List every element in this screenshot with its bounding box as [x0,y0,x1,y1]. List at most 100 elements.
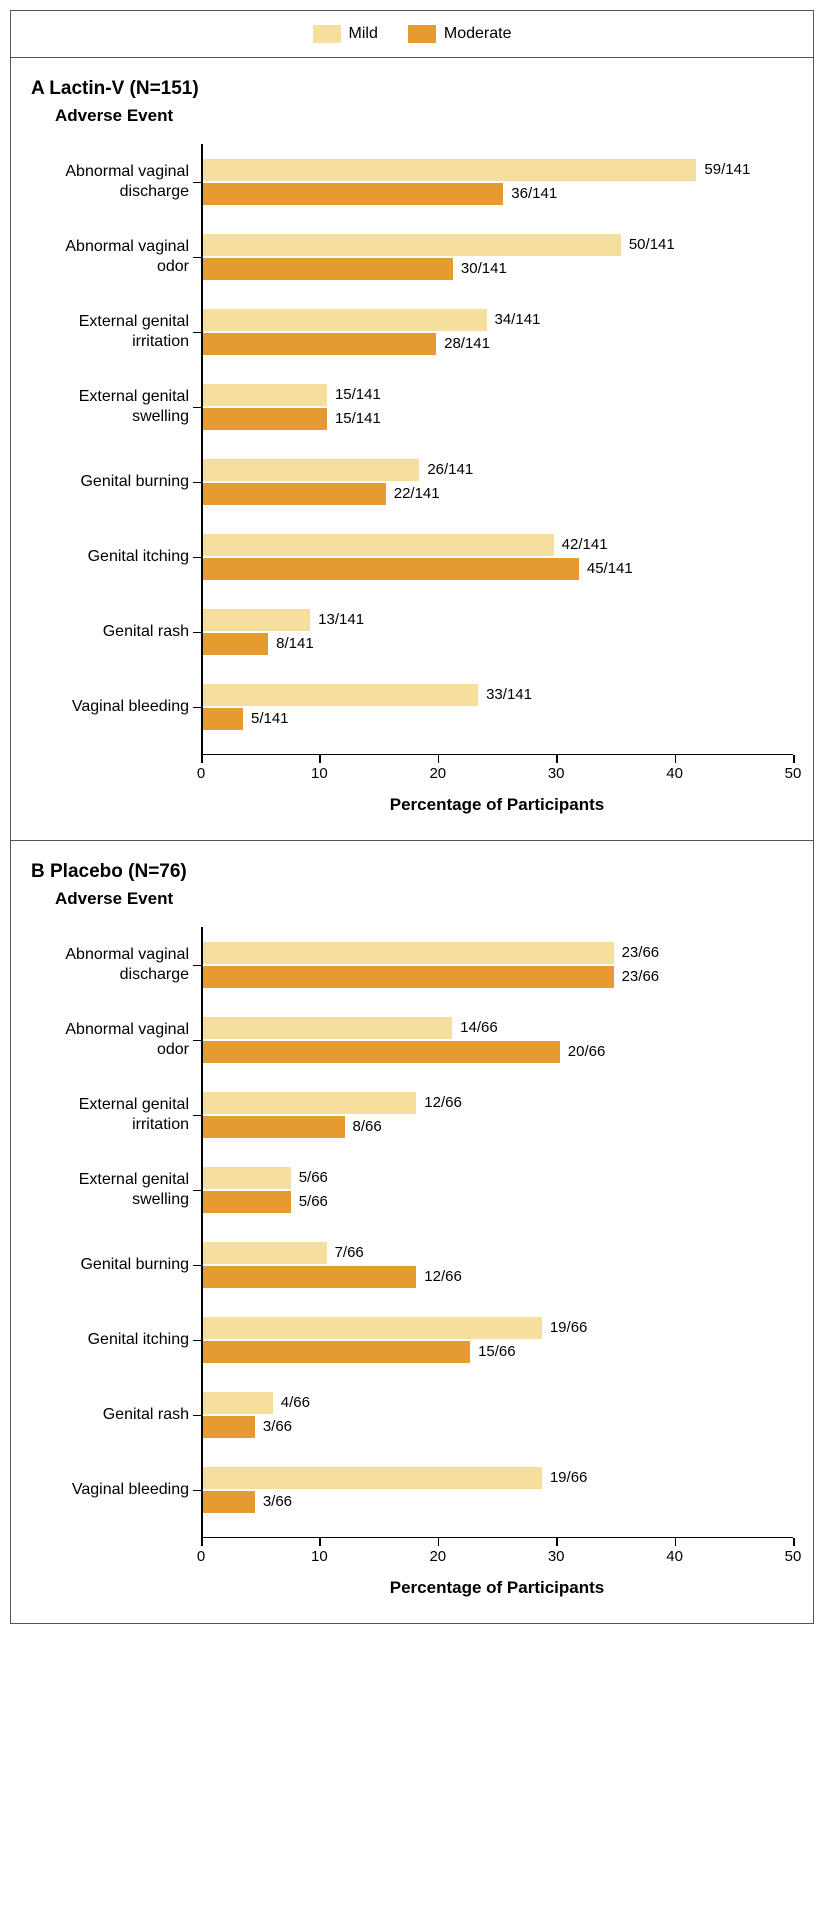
panel-subtitle: Adverse Event [55,889,793,909]
bar-moderate [201,708,243,730]
bar-mild [201,1317,542,1339]
bar-value-label: 23/66 [622,968,660,985]
bar-moderate [201,483,386,505]
figure-container: Mild Moderate A Lactin-V (N=151)Adverse E… [10,10,814,1624]
legend-label: Mild [349,25,378,43]
category-label: Genital burning [41,1227,201,1302]
bar-moderate [201,1191,291,1213]
x-tick [201,755,203,763]
category-label: Vaginal bleeding [41,1452,201,1527]
bar-value-label: 45/141 [587,560,633,577]
category-label: External genitalswelling [41,369,201,444]
bar-group: 5/66 5/66 [201,1152,793,1227]
bar-value-label: 12/66 [424,1268,462,1285]
bar-value-label: 36/141 [511,185,557,202]
y-labels: Abnormal vaginaldischargeAbnormal vagina… [41,927,201,1598]
x-tick [438,755,440,763]
legend-swatch [313,25,341,43]
x-tick [793,755,795,763]
bar-value-label: 15/141 [335,410,381,427]
bar-value-label: 3/66 [263,1418,292,1435]
bar-value-label: 42/141 [562,536,608,553]
y-tick [193,1415,201,1417]
bar-mild [201,609,310,631]
bar-moderate [201,558,579,580]
bar-moderate [201,966,614,988]
bar-value-label: 28/141 [444,335,490,352]
y-tick [193,1115,201,1117]
y-tick [193,965,201,967]
y-axis-line [201,144,203,754]
bar-group: 59/14136/141 [201,144,793,219]
x-tick [793,1538,795,1546]
bar-value-label: 7/66 [335,1244,364,1261]
x-tick [556,1538,558,1546]
category-label: Abnormal vaginalodor [41,219,201,294]
y-tick [193,482,201,484]
bar-value-label: 5/66 [299,1193,328,1210]
x-tick-label: 40 [666,765,683,782]
x-axis: 01020304050 [201,1537,793,1568]
bar-value-label: 15/66 [478,1343,516,1360]
x-tick-label: 10 [311,765,328,782]
bar-group: 13/1418/141 [201,594,793,669]
y-tick [193,407,201,409]
bar-mild [201,1392,273,1414]
bar-value-label: 3/66 [263,1493,292,1510]
y-tick [193,1040,201,1042]
legend: Mild Moderate [11,11,813,58]
x-axis-label: Percentage of Participants [201,795,793,815]
bar-value-label: 5/66 [299,1169,328,1186]
y-tick [193,632,201,634]
bar-group: 33/1415/141 [201,669,793,744]
bar-mild [201,459,419,481]
x-tick [319,755,321,763]
bar-mild [201,1167,291,1189]
bar-value-label: 34/141 [495,311,541,328]
category-label: Genital rash [41,1377,201,1452]
bar-value-label: 14/66 [460,1019,498,1036]
bar-mild [201,234,621,256]
bar-value-label: 20/66 [568,1043,606,1060]
category-label: Abnormal vaginalodor [41,1002,201,1077]
bar-group: 19/663/66 [201,1452,793,1527]
chart: Abnormal vaginaldischargeAbnormal vagina… [41,144,793,815]
panel-title: B Placebo (N=76) [31,861,793,883]
y-tick [193,332,201,334]
panel-A: A Lactin-V (N=151)Adverse EventAbnormal … [11,58,813,841]
x-tick-label: 0 [197,765,205,782]
x-tick-label: 50 [785,765,802,782]
bar-group: 34/141 28/141 [201,294,793,369]
bar-group: 26/141 22/141 [201,444,793,519]
bar-value-label: 26/141 [427,461,473,478]
panel-subtitle: Adverse Event [55,106,793,126]
x-tick [438,1538,440,1546]
bar-value-label: 13/141 [318,611,364,628]
bar-value-label: 22/141 [394,485,440,502]
bar-group: 19/6615/66 [201,1302,793,1377]
bar-moderate [201,333,436,355]
bar-group: 42/141 45/141 [201,519,793,594]
x-axis-label: Percentage of Participants [201,1578,793,1598]
bar-moderate [201,1041,560,1063]
bar-value-label: 4/66 [281,1394,310,1411]
x-tick-label: 20 [429,1548,446,1565]
bar-moderate [201,183,503,205]
bar-value-label: 5/141 [251,710,289,727]
bar-moderate [201,258,453,280]
x-tick-label: 0 [197,1548,205,1565]
bar-value-label: 15/141 [335,386,381,403]
bar-moderate [201,633,268,655]
bar-moderate [201,1341,470,1363]
bar-group: 50/14130/141 [201,219,793,294]
y-labels: Abnormal vaginaldischargeAbnormal vagina… [41,144,201,815]
legend-label: Moderate [444,25,512,43]
category-label: Genital itching [41,1302,201,1377]
bar-mild [201,1242,327,1264]
bar-mild [201,384,327,406]
x-tick-label: 50 [785,1548,802,1565]
x-tick-label: 30 [548,765,565,782]
bar-group: 7/66 12/66 [201,1227,793,1302]
bar-moderate [201,408,327,430]
bar-mild [201,309,487,331]
